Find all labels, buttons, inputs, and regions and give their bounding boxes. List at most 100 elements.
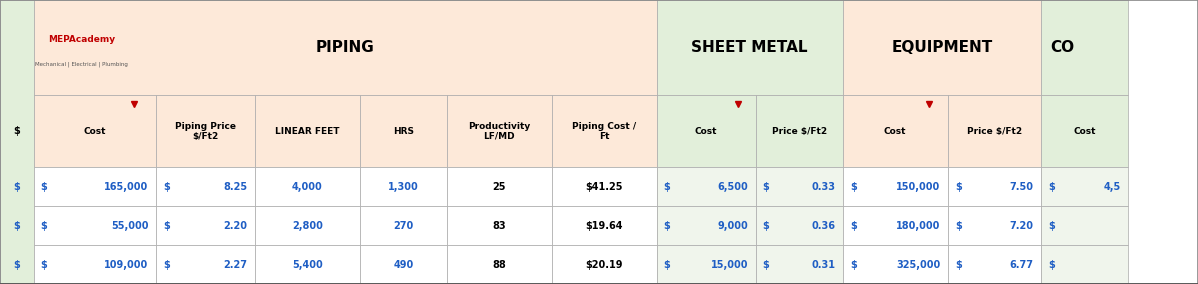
- Text: $: $: [664, 182, 671, 192]
- FancyBboxPatch shape: [34, 95, 156, 168]
- Text: Cost: Cost: [84, 127, 105, 136]
- FancyBboxPatch shape: [552, 206, 657, 245]
- FancyBboxPatch shape: [1041, 95, 1129, 168]
- Text: LINEAR FEET: LINEAR FEET: [276, 127, 339, 136]
- FancyBboxPatch shape: [756, 168, 843, 206]
- FancyBboxPatch shape: [255, 168, 359, 206]
- FancyBboxPatch shape: [1041, 168, 1129, 206]
- Text: Cost: Cost: [884, 127, 907, 136]
- Text: $: $: [163, 221, 170, 231]
- Text: 1,300: 1,300: [388, 182, 418, 192]
- Text: 8.25: 8.25: [224, 182, 248, 192]
- Text: $: $: [13, 126, 20, 136]
- Text: 2.27: 2.27: [224, 260, 248, 270]
- FancyBboxPatch shape: [552, 95, 657, 168]
- Text: EQUIPMENT: EQUIPMENT: [891, 40, 992, 55]
- Text: 490: 490: [393, 260, 413, 270]
- Text: CO: CO: [1051, 40, 1075, 55]
- Text: Cost: Cost: [695, 127, 718, 136]
- Text: 2.20: 2.20: [224, 221, 248, 231]
- Text: $20.19: $20.19: [586, 260, 623, 270]
- Text: $: $: [851, 221, 857, 231]
- FancyBboxPatch shape: [359, 95, 447, 168]
- FancyBboxPatch shape: [948, 206, 1041, 245]
- Text: $: $: [13, 182, 20, 192]
- Text: $19.64: $19.64: [586, 221, 623, 231]
- Text: $: $: [851, 182, 857, 192]
- Text: 5,400: 5,400: [292, 260, 322, 270]
- Text: $: $: [41, 221, 48, 231]
- Text: 325,000: 325,000: [896, 260, 940, 270]
- Text: $: $: [41, 182, 48, 192]
- Text: 25: 25: [492, 182, 506, 192]
- Text: $41.25: $41.25: [586, 182, 623, 192]
- Text: $: $: [13, 221, 20, 231]
- Text: 9,000: 9,000: [718, 221, 749, 231]
- FancyBboxPatch shape: [843, 245, 948, 284]
- FancyBboxPatch shape: [552, 168, 657, 206]
- FancyBboxPatch shape: [756, 245, 843, 284]
- Text: $: $: [13, 260, 20, 270]
- FancyBboxPatch shape: [34, 0, 657, 95]
- Text: Productivity
LF/MD: Productivity LF/MD: [468, 122, 531, 141]
- FancyBboxPatch shape: [756, 206, 843, 245]
- FancyBboxPatch shape: [948, 245, 1041, 284]
- Text: 4,000: 4,000: [292, 182, 322, 192]
- FancyBboxPatch shape: [156, 206, 255, 245]
- Text: 165,000: 165,000: [104, 182, 149, 192]
- FancyBboxPatch shape: [1041, 245, 1129, 284]
- FancyBboxPatch shape: [756, 95, 843, 168]
- FancyBboxPatch shape: [843, 0, 1041, 95]
- Text: $: $: [763, 221, 769, 231]
- FancyBboxPatch shape: [1041, 0, 1129, 95]
- FancyBboxPatch shape: [359, 245, 447, 284]
- Text: SHEET METAL: SHEET METAL: [691, 40, 807, 55]
- FancyBboxPatch shape: [34, 206, 156, 245]
- Text: MEPAcademy: MEPAcademy: [48, 35, 115, 43]
- FancyBboxPatch shape: [255, 95, 359, 168]
- FancyBboxPatch shape: [255, 206, 359, 245]
- FancyBboxPatch shape: [657, 95, 756, 168]
- Text: $: $: [1048, 260, 1054, 270]
- Text: HRS: HRS: [393, 127, 413, 136]
- Text: $: $: [955, 182, 962, 192]
- FancyBboxPatch shape: [156, 168, 255, 206]
- FancyBboxPatch shape: [657, 206, 756, 245]
- FancyBboxPatch shape: [34, 245, 156, 284]
- FancyBboxPatch shape: [657, 0, 843, 95]
- Text: 109,000: 109,000: [104, 260, 149, 270]
- Text: $: $: [163, 182, 170, 192]
- Text: 0.33: 0.33: [812, 182, 836, 192]
- Text: 6,500: 6,500: [718, 182, 749, 192]
- FancyBboxPatch shape: [657, 168, 756, 206]
- Text: 15,000: 15,000: [710, 260, 749, 270]
- FancyBboxPatch shape: [255, 245, 359, 284]
- Text: 2,800: 2,800: [292, 221, 322, 231]
- FancyBboxPatch shape: [34, 168, 156, 206]
- FancyBboxPatch shape: [156, 95, 255, 168]
- Text: $: $: [763, 260, 769, 270]
- FancyBboxPatch shape: [948, 95, 1041, 168]
- Text: 6.77: 6.77: [1010, 260, 1034, 270]
- Text: 150,000: 150,000: [896, 182, 940, 192]
- FancyBboxPatch shape: [657, 245, 756, 284]
- FancyBboxPatch shape: [843, 95, 948, 168]
- Text: $: $: [41, 260, 48, 270]
- Text: $: $: [955, 260, 962, 270]
- Text: 180,000: 180,000: [896, 221, 940, 231]
- Text: $: $: [1048, 182, 1054, 192]
- Text: Cost: Cost: [1073, 127, 1096, 136]
- FancyBboxPatch shape: [447, 245, 552, 284]
- Text: 270: 270: [393, 221, 413, 231]
- Text: 55,000: 55,000: [111, 221, 149, 231]
- Text: Price $/Ft2: Price $/Ft2: [772, 127, 827, 136]
- Text: Piping Cost /
Ft: Piping Cost / Ft: [573, 122, 636, 141]
- FancyBboxPatch shape: [843, 168, 948, 206]
- Text: 7.20: 7.20: [1010, 221, 1034, 231]
- Text: Mechanical | Electrical | Plumbing: Mechanical | Electrical | Plumbing: [35, 62, 128, 67]
- FancyBboxPatch shape: [948, 168, 1041, 206]
- Text: $: $: [851, 260, 857, 270]
- FancyBboxPatch shape: [359, 168, 447, 206]
- Text: PIPING: PIPING: [315, 40, 375, 55]
- Text: $: $: [955, 221, 962, 231]
